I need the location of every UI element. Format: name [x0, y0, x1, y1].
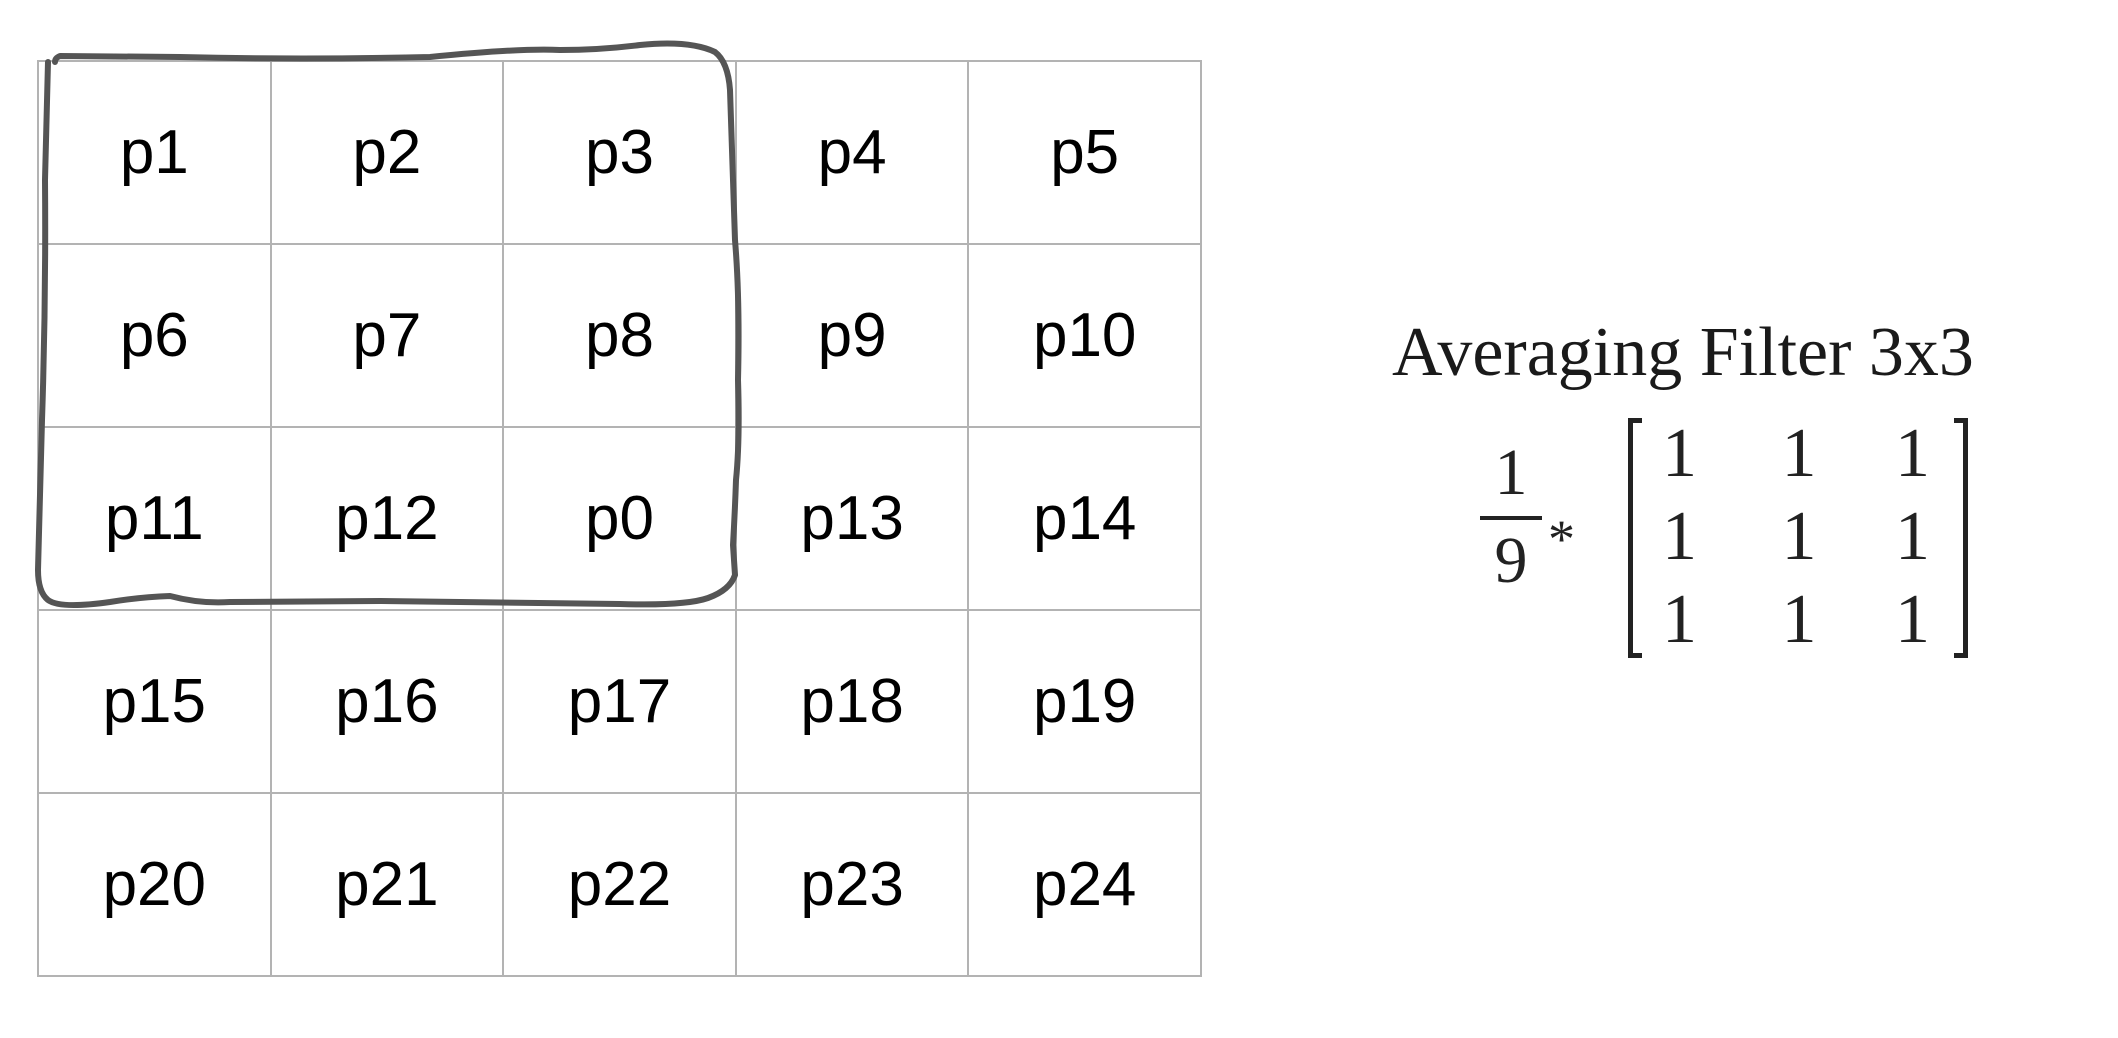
matrix-right-bracket [1954, 418, 1968, 658]
pixel-cell: p9 [736, 245, 970, 428]
pixel-cell: p2 [271, 62, 505, 245]
pixel-cell-center: p0 [504, 428, 737, 611]
pixel-cell: p21 [271, 794, 505, 977]
scale-fraction: 1 9 [1480, 440, 1542, 594]
matrix-entry: 1 [1894, 414, 1930, 492]
matrix-entry: 1 [1662, 414, 1697, 492]
matrix-entry: 1 [1662, 497, 1697, 575]
multiply-operator: * [1548, 509, 1575, 569]
matrix-entry: 1 [1781, 581, 1817, 659]
matrix-entry: 1 [1781, 497, 1817, 575]
pixel-cell: p4 [736, 62, 970, 245]
pixel-cell: p19 [969, 611, 1202, 794]
fraction-denominator: 9 [1494, 524, 1528, 597]
pixel-cell: p1 [39, 62, 272, 245]
pixel-grid: p1 p2 p3 p4 p5 p6 p7 p8 p9 p10 p11 p12 p… [37, 60, 1202, 977]
pixel-cell: p16 [271, 611, 505, 794]
pixel-cell: p20 [39, 794, 272, 977]
pixel-cell: p3 [504, 62, 737, 245]
kernel-matrix: 1 1 1 1 1 1 1 1 1 [1628, 412, 1968, 662]
matrix-entry: 1 [1662, 581, 1697, 659]
pixel-cell: p24 [969, 794, 1202, 977]
pixel-cell: p5 [969, 62, 1202, 245]
pixel-cell: p22 [504, 794, 737, 977]
pixel-cell: p13 [736, 428, 970, 611]
pixel-cell: p8 [504, 245, 737, 428]
filter-title: Averaging Filter 3x3 [1392, 314, 1974, 391]
pixel-cell: p17 [504, 611, 737, 794]
pixel-cell: p23 [736, 794, 970, 977]
matrix-entry: 1 [1894, 497, 1930, 575]
fraction-numerator: 1 [1494, 436, 1528, 509]
matrix-entry: 1 [1894, 581, 1930, 659]
pixel-cell: p6 [39, 245, 272, 428]
pixel-cell: p14 [969, 428, 1202, 611]
pixel-cell: p15 [39, 611, 272, 794]
matrix-left-bracket [1628, 418, 1642, 658]
pixel-cell: p7 [271, 245, 505, 428]
matrix-entry: 1 [1781, 414, 1817, 492]
pixel-cell: p11 [39, 428, 272, 611]
pixel-cell: p10 [969, 245, 1202, 428]
pixel-cell: p12 [271, 428, 505, 611]
fraction-bar [1480, 516, 1542, 520]
pixel-cell: p18 [736, 611, 970, 794]
